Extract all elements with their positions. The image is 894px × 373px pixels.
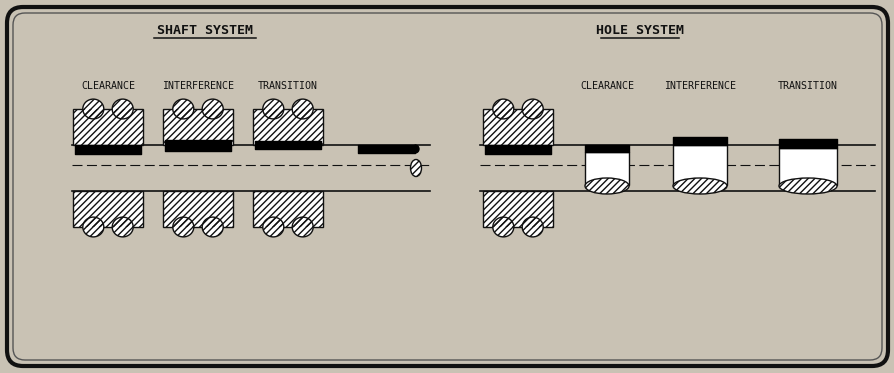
Text: TRANSITION: TRANSITION bbox=[777, 81, 837, 91]
Ellipse shape bbox=[291, 217, 313, 237]
Ellipse shape bbox=[112, 217, 133, 237]
FancyBboxPatch shape bbox=[13, 13, 881, 360]
Text: HOLE SYSTEM: HOLE SYSTEM bbox=[595, 24, 683, 37]
Polygon shape bbox=[483, 191, 552, 227]
Text: CLEARANCE: CLEARANCE bbox=[81, 81, 135, 91]
Polygon shape bbox=[73, 109, 143, 145]
Ellipse shape bbox=[410, 160, 421, 176]
Polygon shape bbox=[253, 109, 323, 145]
Ellipse shape bbox=[493, 99, 513, 119]
Ellipse shape bbox=[521, 99, 543, 119]
Polygon shape bbox=[672, 145, 726, 185]
Ellipse shape bbox=[173, 99, 194, 119]
Ellipse shape bbox=[83, 217, 104, 237]
Ellipse shape bbox=[778, 178, 836, 194]
Text: INTERFERENCE: INTERFERENCE bbox=[663, 81, 735, 91]
Text: TRANSITION: TRANSITION bbox=[257, 81, 317, 91]
FancyBboxPatch shape bbox=[7, 7, 887, 366]
Ellipse shape bbox=[202, 99, 223, 119]
Wedge shape bbox=[415, 145, 418, 153]
Ellipse shape bbox=[83, 99, 104, 119]
Text: CLEARANCE: CLEARANCE bbox=[579, 81, 633, 91]
Ellipse shape bbox=[263, 217, 283, 237]
Text: INTERFERENCE: INTERFERENCE bbox=[162, 81, 233, 91]
Polygon shape bbox=[73, 191, 143, 227]
Ellipse shape bbox=[521, 217, 543, 237]
Polygon shape bbox=[163, 191, 232, 227]
Ellipse shape bbox=[263, 99, 283, 119]
Ellipse shape bbox=[291, 99, 313, 119]
Text: SHAFT SYSTEM: SHAFT SYSTEM bbox=[156, 24, 253, 37]
Ellipse shape bbox=[173, 217, 194, 237]
Polygon shape bbox=[585, 152, 628, 185]
Polygon shape bbox=[253, 191, 323, 227]
Polygon shape bbox=[163, 109, 232, 145]
Ellipse shape bbox=[202, 217, 223, 237]
Ellipse shape bbox=[672, 178, 726, 194]
Polygon shape bbox=[483, 109, 552, 145]
Polygon shape bbox=[778, 148, 836, 185]
Ellipse shape bbox=[112, 99, 133, 119]
Ellipse shape bbox=[493, 217, 513, 237]
Ellipse shape bbox=[585, 178, 628, 194]
